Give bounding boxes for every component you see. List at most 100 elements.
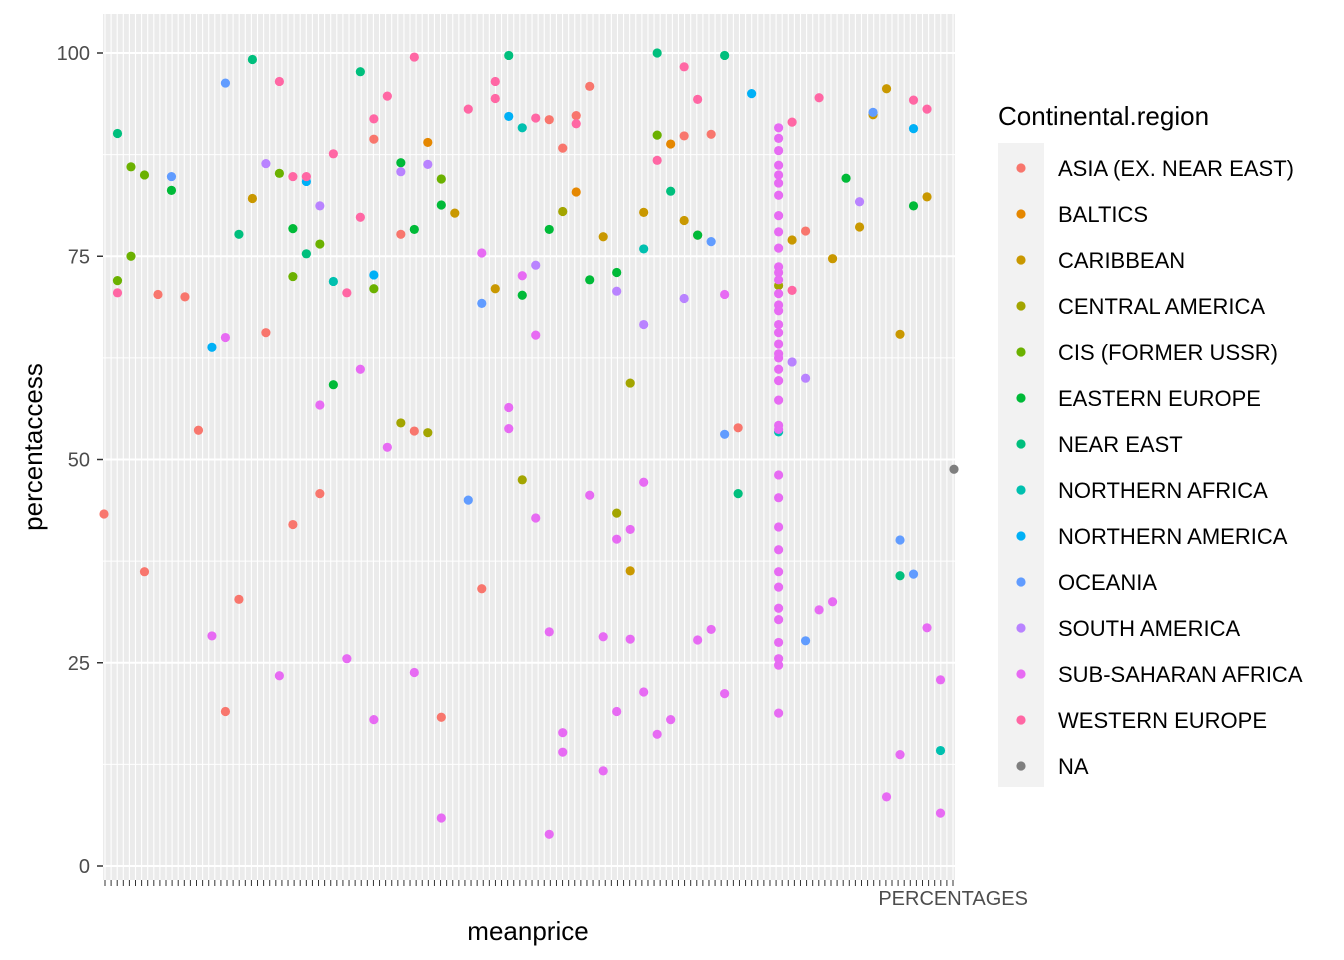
data-point <box>558 143 568 153</box>
data-point <box>409 667 419 678</box>
data-point <box>477 248 487 258</box>
data-point <box>800 636 811 646</box>
data-point <box>666 139 676 149</box>
data-point <box>328 380 338 390</box>
y-tick-label: 75 <box>68 246 90 268</box>
data-point <box>706 624 716 635</box>
data-point <box>517 123 527 133</box>
data-point <box>625 378 635 388</box>
data-point <box>477 298 487 309</box>
data-point <box>261 328 271 338</box>
data-point <box>261 158 271 169</box>
data-point <box>774 306 784 316</box>
y-tick-label: 0 <box>79 856 90 878</box>
data-point <box>787 235 797 245</box>
data-point <box>234 594 244 604</box>
data-point <box>436 200 446 210</box>
data-point <box>706 129 716 139</box>
data-point <box>774 190 784 200</box>
data-point <box>207 342 217 352</box>
data-point <box>153 289 163 300</box>
data-point <box>531 330 541 340</box>
series-group <box>99 81 811 722</box>
data-point <box>868 107 878 117</box>
data-point <box>774 275 784 285</box>
data-point <box>544 224 554 235</box>
data-point <box>895 329 905 339</box>
data-point <box>922 192 932 202</box>
data-point <box>301 171 311 182</box>
data-point <box>787 285 797 295</box>
data-point <box>409 426 419 436</box>
legend-key <box>1016 301 1026 311</box>
data-point <box>315 239 325 249</box>
data-point <box>207 631 217 641</box>
data-point <box>531 513 541 523</box>
data-point <box>571 111 581 121</box>
data-point <box>652 130 662 140</box>
data-point <box>288 519 298 530</box>
data-point <box>774 133 784 143</box>
data-point <box>774 170 784 180</box>
data-point <box>774 567 784 577</box>
legend-key <box>1016 715 1026 725</box>
data-point <box>774 267 784 278</box>
data-point <box>841 173 851 183</box>
legend-key <box>1016 209 1026 219</box>
legend-key <box>1016 347 1026 357</box>
data-point <box>288 224 298 234</box>
data-point <box>247 193 258 204</box>
data-point <box>544 627 554 637</box>
data-point <box>612 286 622 296</box>
legend-label: OCEANIA <box>1058 570 1157 595</box>
data-point <box>328 276 338 287</box>
data-point <box>774 424 784 435</box>
series-group <box>112 52 932 298</box>
data-point <box>774 522 784 532</box>
data-point <box>774 493 784 503</box>
data-point <box>369 270 379 280</box>
plot-panel <box>103 14 955 880</box>
data-point <box>652 729 662 739</box>
data-point <box>571 119 581 129</box>
data-point <box>544 115 554 125</box>
data-point <box>369 284 379 294</box>
legend-key <box>1016 761 1026 771</box>
data-point <box>382 91 392 101</box>
data-point <box>827 597 838 607</box>
data-point <box>639 687 649 697</box>
data-point <box>396 418 406 428</box>
data-point <box>774 211 784 221</box>
data-point <box>288 171 298 182</box>
legend-key <box>1016 163 1026 173</box>
data-point <box>369 715 379 725</box>
data-point <box>166 171 177 182</box>
data-point <box>585 275 595 285</box>
data-point <box>558 747 568 757</box>
data-point <box>881 84 892 94</box>
data-point <box>112 128 123 139</box>
data-point <box>666 186 676 196</box>
data-point <box>774 395 784 405</box>
data-point <box>612 706 622 717</box>
data-point <box>827 254 838 264</box>
data-point <box>301 249 311 259</box>
data-point <box>774 289 784 299</box>
legend-label: SUB-SAHARAN AFRICA <box>1058 662 1303 687</box>
legend-label: CARIBBEAN <box>1058 248 1185 273</box>
data-point <box>895 571 905 581</box>
data-point <box>774 364 784 374</box>
legend: Continental.region ASIA (EX. NEAR EAST) B… <box>998 101 1303 787</box>
legend-title: Continental.region <box>998 101 1209 131</box>
legend-key-background <box>998 143 1044 787</box>
data-point <box>774 243 784 253</box>
legend-label: EASTERN EUROPE <box>1058 386 1261 411</box>
data-point <box>247 54 258 65</box>
data-point <box>315 201 325 211</box>
data-point <box>652 155 662 165</box>
data-point <box>288 271 298 282</box>
data-point <box>774 615 784 625</box>
data-point <box>315 489 325 499</box>
data-point <box>369 134 379 144</box>
data-point <box>598 766 608 776</box>
